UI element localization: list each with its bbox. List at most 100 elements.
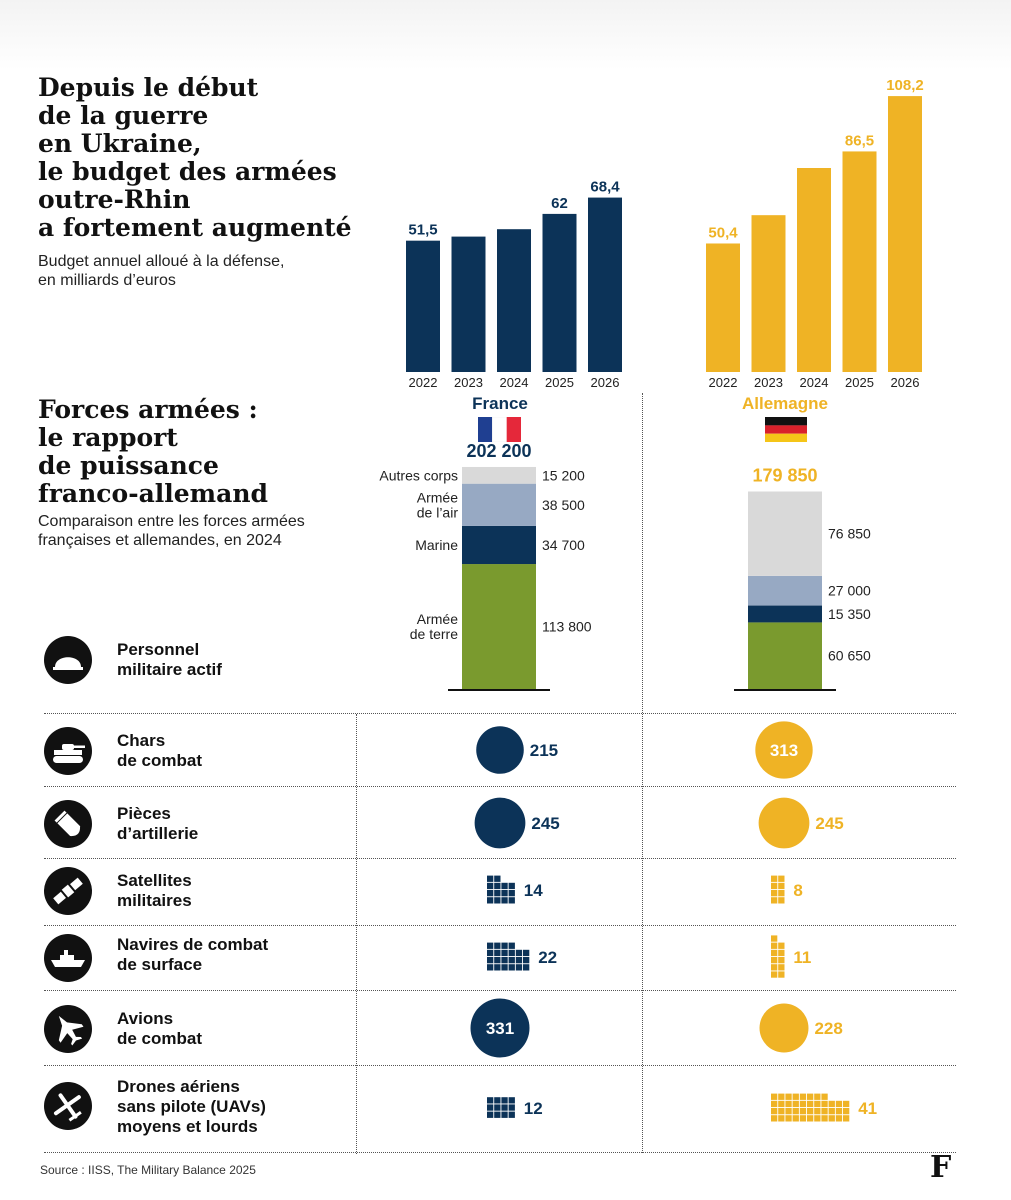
row-label-line: militaires <box>117 891 192 910</box>
equipment-value-label: 11 <box>793 948 811 967</box>
equipment-unit-square-france <box>494 882 501 890</box>
warships-label: Navires de combat de surface <box>117 935 268 975</box>
year-tick-label: 2024 <box>800 375 829 390</box>
row-label-line: de combat <box>117 751 203 770</box>
equipment-unit-square-germany <box>843 1100 850 1108</box>
equipment-unit-square-france <box>523 957 530 964</box>
equipment-unit-square-germany <box>771 890 778 897</box>
row-label-line: Chars <box>117 731 166 750</box>
equipment-unit-square-germany <box>807 1093 814 1100</box>
equipment-unit-square-france <box>487 890 494 897</box>
equipment-unit-square-france <box>515 964 523 971</box>
equipment-unit-square-france <box>487 882 494 890</box>
equipment-unit-square-france <box>508 949 515 957</box>
equipment-unit-square-france <box>494 875 501 882</box>
equipment-unit-square-germany <box>792 1108 799 1115</box>
equipment-comparison-chart: 215 313 245 245 14 8 22 11 331 228 12 41 <box>470 721 877 1122</box>
budget-title-line: a fortement augmenté <box>38 213 352 242</box>
budget-bar-germany <box>842 151 877 372</box>
budget-bar-france <box>406 240 440 372</box>
equipment-unit-square-germany <box>814 1093 821 1100</box>
personnel-value-label: 60 650 <box>828 648 871 664</box>
equipment-circle-france <box>470 998 530 1058</box>
year-tick-label: 2025 <box>545 375 574 390</box>
equipment-value-label: 22 <box>538 948 557 967</box>
equipment-unit-square-germany <box>771 882 778 890</box>
fighter-jets-label: Avions de combat <box>117 1009 202 1049</box>
drones-label: Drones aériens sans pilote (UAVs) moyens… <box>117 1077 266 1137</box>
equipment-unit-square-france <box>501 1097 508 1104</box>
year-tick-label: 2022 <box>409 375 438 390</box>
budget-bar-france <box>451 236 486 372</box>
budget-subtitle-line: Budget annuel alloué à la défense, <box>38 253 285 270</box>
helmet-icon <box>44 636 92 684</box>
equipment-unit-square-germany <box>778 1115 785 1122</box>
budget-bar-france <box>542 213 577 372</box>
personnel-segment-france <box>462 466 536 484</box>
equipment-unit-square-germany <box>778 897 785 904</box>
year-tick-label: 2026 <box>891 375 920 390</box>
equipment-unit-square-france <box>508 882 515 890</box>
row-separator <box>44 990 956 991</box>
equipment-unit-square-france <box>487 897 494 904</box>
equipment-unit-square-germany <box>792 1100 799 1108</box>
equipment-value-label: 12 <box>524 1099 543 1118</box>
personnel-segment-label: Armée <box>417 489 458 505</box>
equipment-unit-square-germany <box>821 1093 828 1100</box>
equipment-unit-square-germany <box>821 1108 828 1115</box>
personnel-value-label: 15 350 <box>828 606 871 622</box>
equipment-unit-square-germany <box>821 1115 828 1122</box>
equipment-unit-square-france <box>508 1104 515 1111</box>
equipment-unit-square-germany <box>792 1093 799 1100</box>
equipment-unit-square-france <box>487 1097 494 1104</box>
row-label-line: sans pilote (UAVs) <box>117 1097 266 1116</box>
personnel-segment-germany <box>748 491 822 576</box>
budget-title-line: outre-Rhin <box>38 185 191 214</box>
equipment-unit-square-germany <box>814 1108 821 1115</box>
equipment-unit-square-france <box>494 1097 501 1104</box>
equipment-unit-square-france <box>487 875 494 882</box>
equipment-unit-square-france <box>508 1097 515 1104</box>
equipment-unit-square-germany <box>799 1100 807 1108</box>
budget-title-line: de la guerre <box>38 101 209 130</box>
equipment-unit-square-germany <box>771 875 778 882</box>
equipment-unit-square-germany <box>799 1108 807 1115</box>
row-separator <box>44 858 956 859</box>
equipment-unit-square-germany <box>778 875 785 882</box>
equipment-value-label: 8 <box>793 881 802 900</box>
france-header: France <box>472 394 528 413</box>
tank-icon <box>44 727 92 775</box>
equipment-unit-square-france <box>508 964 515 971</box>
budget-value-label: 62 <box>551 195 568 212</box>
budget-bar-charts: 2022 51,5 2023 2024 2025 62 2026 68,4 2022 50,4 20… <box>406 77 924 390</box>
personnel-label: Personnel militaire actif <box>117 640 222 680</box>
row-label-line: de surface <box>117 955 203 974</box>
row-label-line: Satellites <box>117 871 192 890</box>
row-label-line: Navires de combat <box>117 935 269 954</box>
equipment-unit-square-germany <box>771 1100 778 1108</box>
label-divider <box>356 714 357 1154</box>
row-label-line: Pièces <box>117 804 171 823</box>
row-label-line: Drones aériens <box>117 1077 240 1096</box>
equipment-unit-square-france <box>494 897 501 904</box>
row-label-line: Avions <box>117 1009 174 1028</box>
equipment-unit-square-france <box>523 964 530 971</box>
budget-value-label: 51,5 <box>408 222 437 239</box>
equipment-unit-square-france <box>494 957 501 964</box>
equipment-unit-square-france <box>487 957 494 964</box>
equipment-unit-square-germany <box>771 942 778 949</box>
equipment-unit-square-france <box>501 897 508 904</box>
equipment-unit-square-germany <box>778 964 785 971</box>
equipment-unit-square-france <box>487 1111 494 1118</box>
personnel-total-label: 202 200 <box>466 441 531 461</box>
equipment-unit-square-germany <box>799 1115 807 1122</box>
row-separator <box>44 713 956 714</box>
equipment-unit-square-france <box>487 964 494 971</box>
equipment-unit-square-germany <box>771 1115 778 1122</box>
equipment-unit-square-germany <box>821 1100 828 1108</box>
budget-title-line: le budget des armées <box>38 157 337 186</box>
equipment-unit-square-germany <box>814 1100 821 1108</box>
equipment-unit-square-germany <box>778 949 785 957</box>
personnel-segment-label: Armée <box>417 611 458 627</box>
equipment-unit-square-germany <box>771 971 778 978</box>
